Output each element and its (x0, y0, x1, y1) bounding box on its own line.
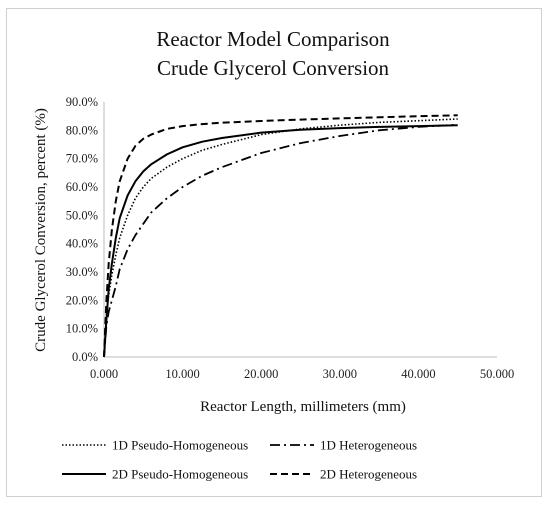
x-tick-label: 40.000 (401, 367, 435, 381)
y-tick-label: 0.0% (72, 350, 98, 364)
y-tick-label: 30.0% (66, 265, 98, 279)
legend-item: 1D Heterogeneous (270, 438, 417, 453)
y-tick-label: 50.0% (66, 208, 98, 222)
x-tick-label: 0.000 (90, 367, 118, 381)
series-line-2d-pseudo-homogeneous (103, 124, 458, 358)
legend-label: 2D Pseudo-Homogeneous (112, 467, 248, 482)
legend-label: 2D Heterogeneous (320, 467, 417, 482)
legend: 1D Pseudo-Homogeneous 1D Heterogeneous 2D … (62, 438, 417, 482)
x-axis-label: Reactor Length, millimeters (mm) (200, 399, 406, 415)
legend-item: 2D Heterogeneous (270, 467, 417, 482)
y-tick-label: 90.0% (66, 95, 98, 109)
x-tick-label: 50.000 (480, 367, 514, 381)
series-lines (103, 114, 458, 358)
x-axis-ticks: 0.000 10.000 20.000 30.000 40.000 50.000 (90, 367, 514, 381)
series-line-1d-heterogeneous (103, 123, 458, 358)
y-tick-label: 60.0% (66, 180, 98, 194)
x-tick-label: 20.000 (244, 367, 278, 381)
y-tick-label: 10.0% (66, 322, 98, 336)
chart-frame (6, 8, 542, 497)
y-axis-label: Crude Glycerol Conversion, percent (%) (33, 108, 49, 352)
legend-item: 1D Pseudo-Homogeneous (62, 438, 248, 453)
y-tick-label: 40.0% (66, 237, 98, 251)
y-tick-label: 20.0% (66, 293, 98, 307)
y-axis-ticks: 0.0% 10.0% 20.0% 30.0% 40.0% 50.0% 60.0% 70.0% 8… (66, 95, 98, 364)
chart-title-line-1: Reactor Model Comparison (156, 27, 390, 51)
y-tick-label: 70.0% (66, 152, 98, 166)
legend-item: 2D Pseudo-Homogeneous (62, 467, 248, 482)
y-tick-label: 80.0% (66, 123, 98, 137)
series-line-1d-pseudo-homogeneous (103, 118, 458, 358)
series-line-2d-heterogeneous (103, 114, 458, 358)
x-tick-label: 30.000 (323, 367, 357, 381)
x-tick-label: 10.000 (165, 367, 199, 381)
legend-label: 1D Heterogeneous (320, 438, 417, 453)
chart-title-line-2: Crude Glycerol Conversion (157, 56, 390, 80)
legend-label: 1D Pseudo-Homogeneous (112, 438, 248, 453)
